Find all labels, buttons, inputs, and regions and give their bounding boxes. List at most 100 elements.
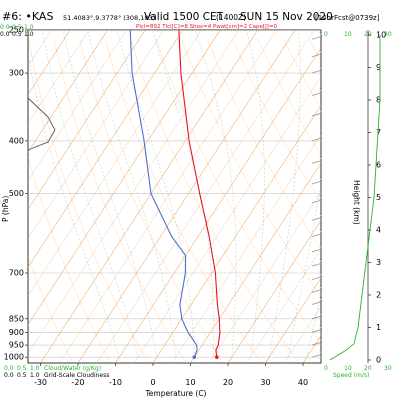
wind-barb	[311, 53, 323, 58]
wind-barb-flag	[319, 285, 323, 290]
dewpoint-line	[129, 30, 198, 358]
height-tick-label: 7	[376, 128, 381, 137]
height-tick-label: 3	[376, 258, 381, 267]
wind-barb-flag	[319, 229, 323, 234]
height-tick-label: 2	[376, 291, 381, 300]
wind-barb-flag	[319, 49, 323, 54]
cw-tick-bottom: 1.0	[30, 365, 40, 372]
wind-barb-flag	[319, 258, 323, 264]
isotherm-line	[28, 30, 202, 297]
isotherm-line	[171, 133, 321, 363]
cloud-water-label: Cloud/Water (g/Kg)	[44, 365, 101, 372]
gs-tick-top: 0.5	[12, 31, 22, 38]
wind-barb	[311, 112, 323, 117]
dry-adiabat	[181, 39, 321, 296]
moist-adiabat	[287, 183, 321, 358]
dry-adiabat	[130, 39, 300, 363]
wind-barb-flag	[319, 108, 323, 114]
dry-adiabat	[232, 39, 321, 203]
moist-adiabat	[246, 30, 265, 358]
grid-cloud-label: Grid-Scale Cloudiness	[44, 372, 109, 379]
wind-barb-flag	[319, 325, 323, 330]
moist-adiabat	[62, 30, 158, 358]
cloud-water-line	[27, 97, 56, 151]
plot-frame	[27, 29, 322, 364]
valid-time: Valid 1500 CET	[144, 11, 224, 23]
wind-barb-flag	[319, 65, 323, 71]
wind-barb	[311, 92, 323, 96]
gs-tick-top: 1.0	[24, 31, 34, 38]
dry-adiabat	[28, 256, 73, 363]
pressure-tick-label: 1000	[4, 353, 24, 362]
isotherm-line	[28, 30, 165, 239]
wind-barb-flag	[319, 32, 323, 37]
wind-barb	[311, 137, 323, 142]
wind-barb-flag	[319, 311, 323, 316]
speed-tick-bottom: 10	[344, 365, 352, 372]
y-axis-title: P (hPa)	[1, 196, 10, 222]
dry-adiabat	[386, 39, 400, 363]
temperature-tick-label: 10	[185, 378, 195, 387]
temperature-tick-label: 0	[150, 378, 155, 387]
isotherm-line	[28, 30, 221, 326]
speed-label: Speed (m/s)	[333, 372, 369, 379]
cw-tick-top: 0.5	[12, 24, 22, 31]
gs-tick-top: 0.0	[0, 31, 10, 38]
wind-barb-flag	[319, 195, 323, 201]
temperature-line	[178, 30, 221, 358]
wind-barb	[311, 276, 323, 281]
wind-barbs	[311, 32, 323, 358]
dry-adiabat	[283, 39, 321, 109]
speed-tick-top: 0	[324, 31, 328, 38]
wind-barb	[311, 199, 323, 204]
bottom-scales: 0.0 0.5 1.0 Cloud/Water (g/Kg) 0.0 0.5 1…	[4, 365, 392, 379]
height-tick-label: 10	[376, 31, 386, 40]
isotherm-line	[77, 30, 296, 363]
temperature-tick-label: 30	[260, 378, 270, 387]
valid-date: SUN 15 Nov 2020	[240, 11, 333, 23]
wind-barb-flag	[319, 349, 323, 355]
speed-tick-top: 30	[384, 31, 392, 38]
height-axis-title: Height (km)	[352, 180, 361, 225]
isotherm-line	[341, 30, 400, 363]
height-tick-label: 8	[376, 96, 381, 105]
wind-barb-flag	[319, 244, 323, 250]
height-tick-label: 1	[376, 323, 381, 332]
station-coords: 51.4083°,9.3778° (308,183)	[63, 14, 155, 22]
moist-adiabat	[116, 30, 195, 358]
wind-barb-flag	[319, 272, 323, 277]
isotherm-line	[246, 248, 321, 363]
isotherm-line	[115, 47, 321, 363]
height-tick-label: 4	[376, 226, 381, 235]
pressure-tick-label: 700	[9, 268, 24, 277]
valid-utc: (1400Z)	[216, 13, 246, 22]
pressure-tick-label: 400	[9, 136, 24, 145]
params-line: Plcl=892 Tlcl[C]=8 Shox=4 Pwat[cm]=2 Cap…	[136, 24, 277, 30]
isotherm-line	[40, 30, 258, 363]
wind-barb	[311, 341, 323, 346]
wind-barb	[311, 160, 323, 164]
pressure-tick-label: 900	[9, 328, 24, 337]
dry-adiabat	[79, 39, 225, 363]
isotherm-line	[96, 30, 315, 363]
speed-tick-top: 10	[344, 31, 352, 38]
chart-profiles	[129, 30, 221, 359]
wind-barb	[311, 35, 323, 40]
pressure-tick-label: 850	[9, 314, 24, 323]
temperature-surface-point	[215, 355, 219, 359]
isotherm-line	[28, 30, 183, 268]
pressure-tick-label: 950	[9, 341, 24, 350]
wind-barb	[311, 289, 323, 293]
temperature-tick-label: 40	[298, 378, 308, 387]
isotherm-line	[59, 30, 277, 363]
gs-tick-bottom: 0.5	[17, 372, 27, 379]
wind-barb-flag	[319, 337, 323, 343]
wind-barb-flag	[319, 176, 323, 182]
forecast-info: [14hrFcst@0739z]	[315, 14, 380, 22]
height-tick-label: 6	[376, 161, 381, 170]
dry-adiabat	[156, 39, 321, 343]
wind-barb-flag	[319, 213, 323, 218]
moist-adiabat	[28, 53, 120, 358]
isotherm-line	[28, 30, 127, 182]
